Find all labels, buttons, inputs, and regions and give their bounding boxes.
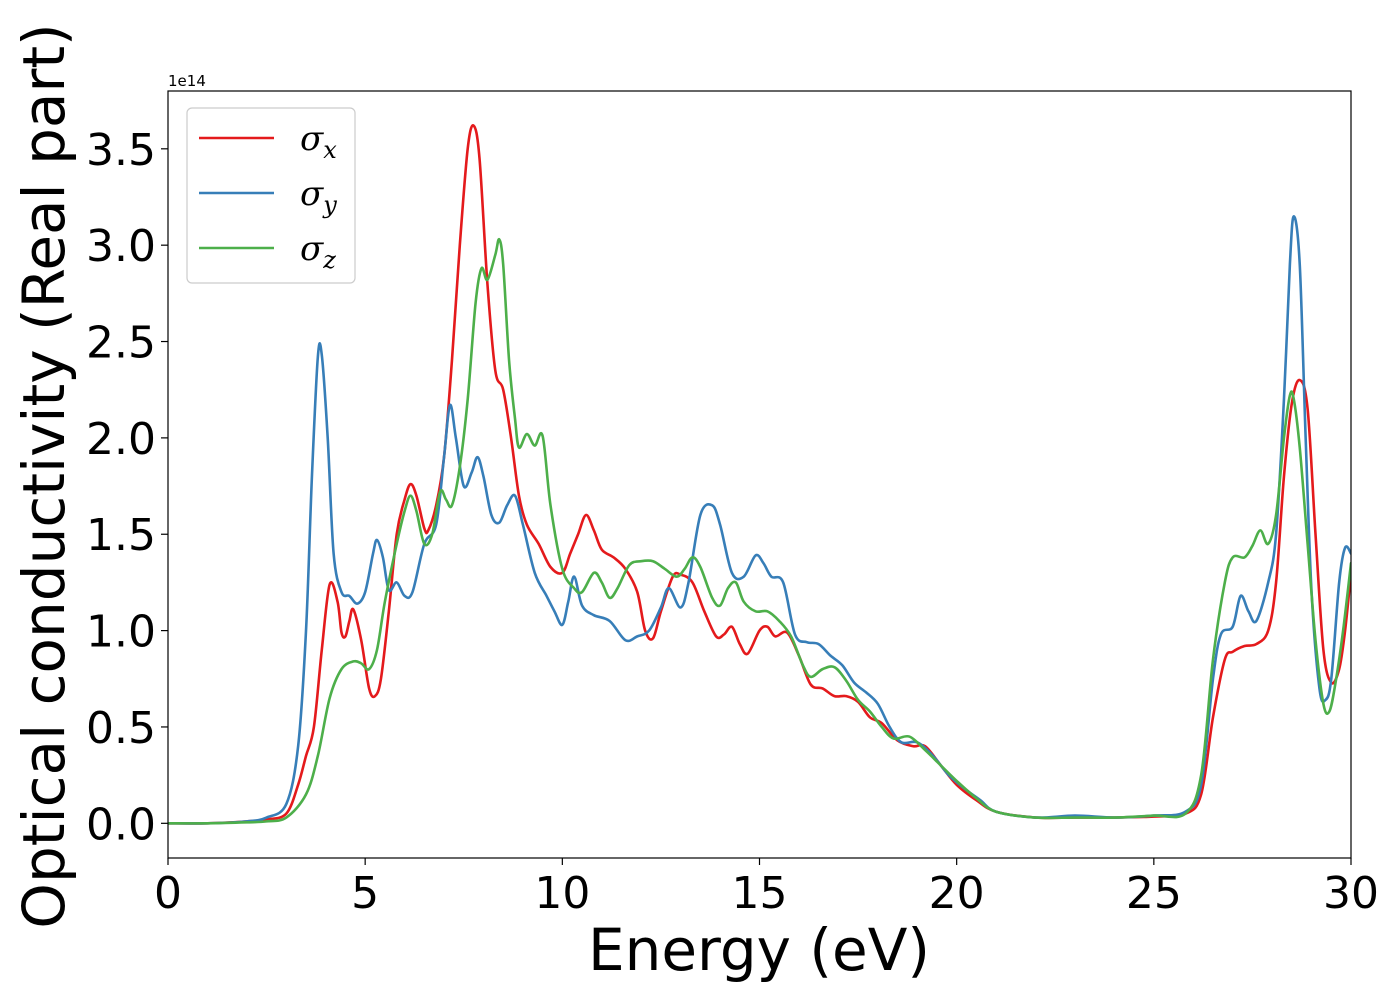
y-tick-label: 1.0 [86,607,156,658]
y-axis: 0.0 0.5 1.0 1.5 2.0 2.5 3.0 3.5 [86,125,168,850]
series-line-z [168,238,1351,825]
x-axis-title: Energy (eV) [588,916,930,984]
y-tick-label: 3.0 [86,221,156,272]
y-tick-label: 3.5 [86,125,156,176]
x-tick-label: 0 [154,868,182,919]
x-tick-label: 20 [929,868,985,919]
x-tick-label: 25 [1126,868,1182,919]
y-tick-label: 1.5 [86,510,156,561]
x-tick-label: 30 [1323,868,1379,919]
x-tick-label: 15 [732,868,788,919]
x-tick-label: 5 [351,868,379,919]
series-line-y [168,214,1351,825]
series-layer [168,124,1351,825]
y-axis-title: Optical conductivity (Real part) [10,23,78,928]
x-tick-label: 10 [534,868,590,919]
y-tick-label: 2.5 [86,318,156,369]
y-tick-label: 0.0 [86,799,156,850]
legend-box [186,107,356,284]
y-offset-label: 1e14 [168,72,206,90]
y-tick-label: 0.5 [86,703,156,754]
y-tick-label: 2.0 [86,414,156,465]
x-axis: 0 5 10 15 20 25 30 [154,858,1379,919]
series-line-x [168,124,1351,825]
